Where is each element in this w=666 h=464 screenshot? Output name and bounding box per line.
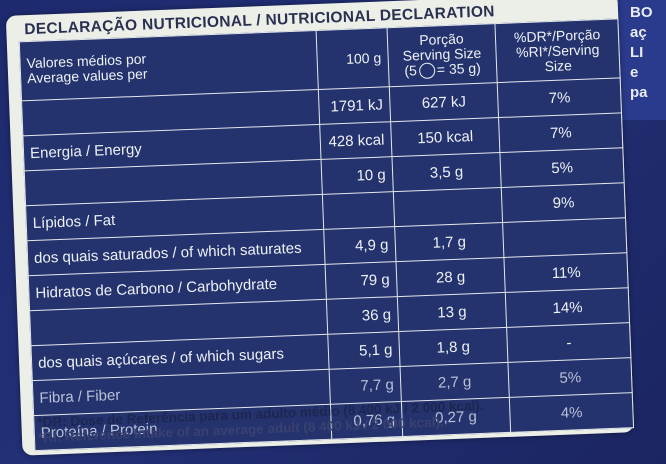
value-per-serving: 1,8 g	[398, 327, 509, 367]
value-per-serving: 13 g	[396, 292, 507, 332]
value-per-100g: 1791 kJ	[318, 86, 391, 125]
header-serving: Porção Serving Size (5 = 35 g)	[386, 23, 498, 87]
serving-weight: = 35 g)	[436, 59, 482, 78]
pack-text: pa	[630, 84, 648, 101]
serving-count: (5	[404, 62, 418, 79]
pack-text: e	[630, 64, 639, 81]
value-per-100g: 5,1 g	[327, 331, 400, 370]
value-per-serving: 3,5 g	[391, 152, 502, 192]
value-reference-intake	[502, 217, 627, 258]
nutrition-table: Valores médios por Average values per 10…	[18, 18, 635, 452]
value-per-100g: 4,9 g	[323, 226, 396, 265]
value-reference-intake: -	[506, 322, 631, 363]
value-per-100g: 10 g	[321, 156, 393, 195]
pack-text: aç	[630, 24, 647, 41]
value-reference-intake: 4%	[509, 392, 634, 433]
value-reference-intake: 7%	[498, 112, 623, 153]
header-serving-line: (5 = 35 g)	[394, 60, 490, 80]
pack-text: LI	[630, 44, 644, 61]
value-per-serving: 150 kcal	[390, 117, 501, 157]
biscuit-icon	[418, 62, 436, 80]
value-per-serving: 1,7 g	[394, 222, 505, 262]
value-reference-intake: 5%	[500, 147, 625, 188]
value-reference-intake: 14%	[505, 287, 630, 328]
pack-text: BO	[630, 4, 653, 21]
nutrition-label: DECLARAÇÃO NUTRICIONAL / NUTRICIONAL DEC…	[5, 0, 635, 456]
value-reference-intake: 11%	[504, 252, 629, 293]
value-per-100g: 428 kcal	[319, 121, 392, 160]
value-per-100g: 7,7 g	[329, 366, 401, 405]
value-per-serving: 2,7 g	[399, 362, 510, 402]
value-per-100g: 36 g	[326, 296, 399, 335]
value-per-100g	[322, 191, 395, 230]
value-per-serving: 28 g	[395, 257, 506, 297]
header-reference-intake: %DR*/Porção %RI*/Serving Size	[495, 18, 621, 83]
header-per-100g: 100 g	[316, 27, 389, 90]
value-reference-intake: 9%	[501, 182, 626, 223]
value-per-serving: 627 kJ	[388, 82, 499, 122]
value-reference-intake: 5%	[508, 357, 633, 398]
value-per-serving	[392, 187, 503, 227]
packaging-edge: BO aç LI e pa	[616, 0, 666, 120]
value-per-100g: 79 g	[325, 261, 397, 300]
value-reference-intake: 7%	[497, 77, 622, 118]
